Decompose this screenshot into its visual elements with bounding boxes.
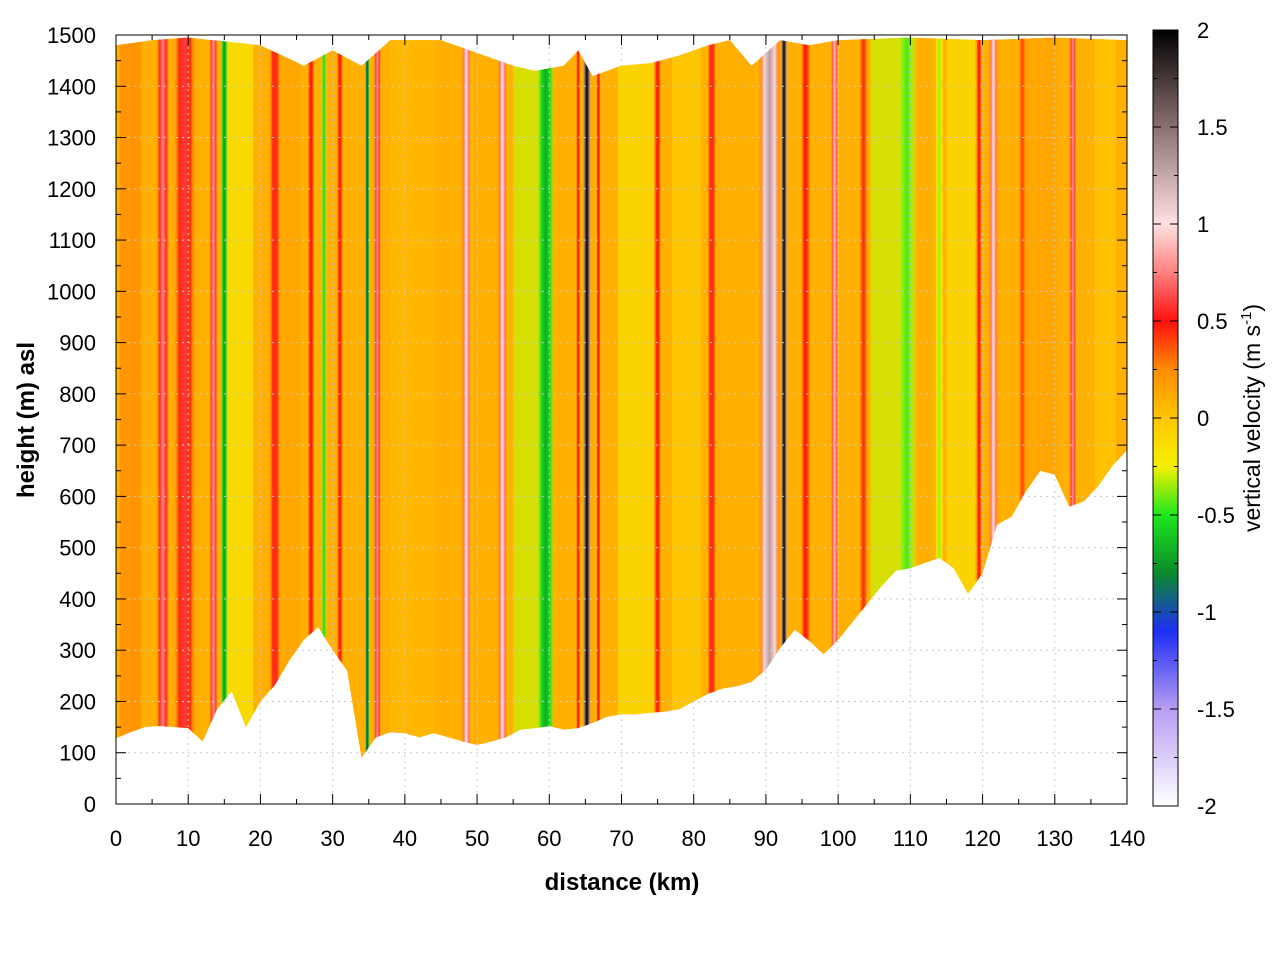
colorbar-ticks bbox=[1153, 29, 1178, 807]
x-tick-label: 20 bbox=[248, 826, 272, 851]
y-tick-label: 0 bbox=[84, 792, 96, 817]
y-axis-title: height (m) asl bbox=[13, 342, 40, 498]
y-tick-label: 1300 bbox=[47, 126, 96, 151]
velocity-field bbox=[116, 37, 1127, 758]
field-zone bbox=[278, 37, 301, 758]
velocity-column bbox=[536, 37, 555, 758]
colorbar-title-close: ) bbox=[1239, 304, 1265, 312]
colorbar-tick-label: -2 bbox=[1197, 794, 1217, 819]
velocity-column bbox=[976, 37, 982, 758]
field-zone bbox=[617, 37, 654, 758]
x-tick-label: 0 bbox=[110, 826, 122, 851]
field-zone bbox=[672, 37, 701, 758]
colorbar-tick-label: 0.5 bbox=[1197, 309, 1228, 334]
x-tick-label: 10 bbox=[176, 826, 200, 851]
velocity-column bbox=[336, 37, 344, 758]
x-axis-title: distance (km) bbox=[545, 869, 700, 896]
colorbar-tick-label: 1.5 bbox=[1197, 115, 1228, 140]
axis-ticks bbox=[115, 34, 1128, 805]
velocity-column bbox=[1069, 37, 1077, 758]
velocity-column bbox=[780, 37, 788, 758]
colorbar-tick-label: 2 bbox=[1197, 18, 1209, 43]
x-tick-label: 40 bbox=[393, 826, 417, 851]
velocity-column bbox=[859, 37, 868, 758]
y-tick-label: 400 bbox=[59, 587, 96, 612]
velocity-column bbox=[156, 37, 170, 758]
x-tick-labels: 0 10 20 30 40 50 60 70 80 90 100 110 120 130 140 bbox=[110, 826, 1145, 851]
velocity-column bbox=[1018, 37, 1026, 758]
colorbar-title-main: vertical velocity (m s bbox=[1239, 325, 1265, 532]
velocity-column bbox=[365, 37, 370, 758]
y-tick-label: 300 bbox=[59, 638, 96, 663]
velocity-column bbox=[800, 37, 811, 758]
y-tick-label: 1200 bbox=[47, 177, 96, 202]
x-tick-label: 60 bbox=[537, 826, 561, 851]
y-tick-label: 700 bbox=[59, 433, 96, 458]
x-tick-label: 70 bbox=[609, 826, 633, 851]
y-tick-label: 1500 bbox=[47, 23, 96, 48]
x-tick-label: 100 bbox=[820, 826, 857, 851]
velocity-column bbox=[830, 37, 839, 758]
y-tick-label: 100 bbox=[59, 741, 96, 766]
velocity-column bbox=[989, 37, 998, 758]
velocity-column bbox=[576, 37, 581, 758]
velocity-column bbox=[220, 37, 228, 758]
colorbar-tick-labels: 2 1.5 1 0.5 0 -0.5 -1 -1.5 -2 bbox=[1197, 18, 1235, 819]
x-tick-label: 30 bbox=[320, 826, 344, 851]
velocity-column bbox=[269, 37, 281, 758]
colorbar-tick-label: -1 bbox=[1197, 600, 1217, 625]
velocity-column bbox=[934, 37, 944, 758]
velocity-column bbox=[461, 37, 471, 758]
y-tick-label: 200 bbox=[59, 689, 96, 714]
y-tick-label: 1400 bbox=[47, 74, 96, 99]
x-tick-label: 120 bbox=[964, 826, 1001, 851]
field-zone bbox=[224, 37, 254, 758]
x-tick-label: 130 bbox=[1036, 826, 1073, 851]
velocity-column bbox=[307, 37, 315, 758]
grid-lines bbox=[116, 35, 1127, 804]
x-tick-label: 110 bbox=[893, 826, 928, 851]
y-tick-label: 800 bbox=[59, 382, 96, 407]
colorbar-title-exponent: -1 bbox=[1238, 312, 1255, 325]
y-tick-label: 1100 bbox=[49, 228, 96, 253]
colorbar-tick-label: 0 bbox=[1197, 406, 1209, 431]
field-zone bbox=[726, 37, 748, 758]
velocity-column bbox=[596, 37, 601, 758]
velocity-column bbox=[209, 37, 218, 758]
colorbar-tick-label: 1 bbox=[1197, 212, 1209, 237]
velocity-column bbox=[758, 37, 781, 758]
velocity-column bbox=[321, 37, 327, 758]
field-zone bbox=[119, 37, 142, 758]
colorbar-tick-label: -1.5 bbox=[1197, 697, 1235, 722]
x-tick-label: 140 bbox=[1109, 826, 1146, 851]
y-tick-label: 600 bbox=[59, 484, 96, 509]
field-zone bbox=[390, 37, 434, 758]
colorbar-title: vertical velocity (m s-1) bbox=[1238, 304, 1265, 532]
colorbar-tick-label: -0.5 bbox=[1197, 503, 1235, 528]
y-tick-label: 900 bbox=[59, 331, 96, 356]
velocity-column bbox=[582, 37, 592, 758]
velocity-column bbox=[173, 37, 196, 758]
x-tick-label: 90 bbox=[754, 826, 778, 851]
y-tick-label: 1000 bbox=[47, 279, 96, 304]
velocity-column bbox=[707, 37, 717, 758]
velocity-column bbox=[373, 37, 381, 758]
y-tick-label: 500 bbox=[59, 536, 96, 561]
x-tick-label: 80 bbox=[681, 826, 705, 851]
x-tick-label: 50 bbox=[465, 826, 489, 851]
velocity-column bbox=[654, 37, 662, 758]
velocity-column bbox=[498, 37, 507, 758]
y-tick-labels: 0 100 200 300 400 500 600 700 800 900 1000 1100 1200… bbox=[47, 23, 96, 817]
